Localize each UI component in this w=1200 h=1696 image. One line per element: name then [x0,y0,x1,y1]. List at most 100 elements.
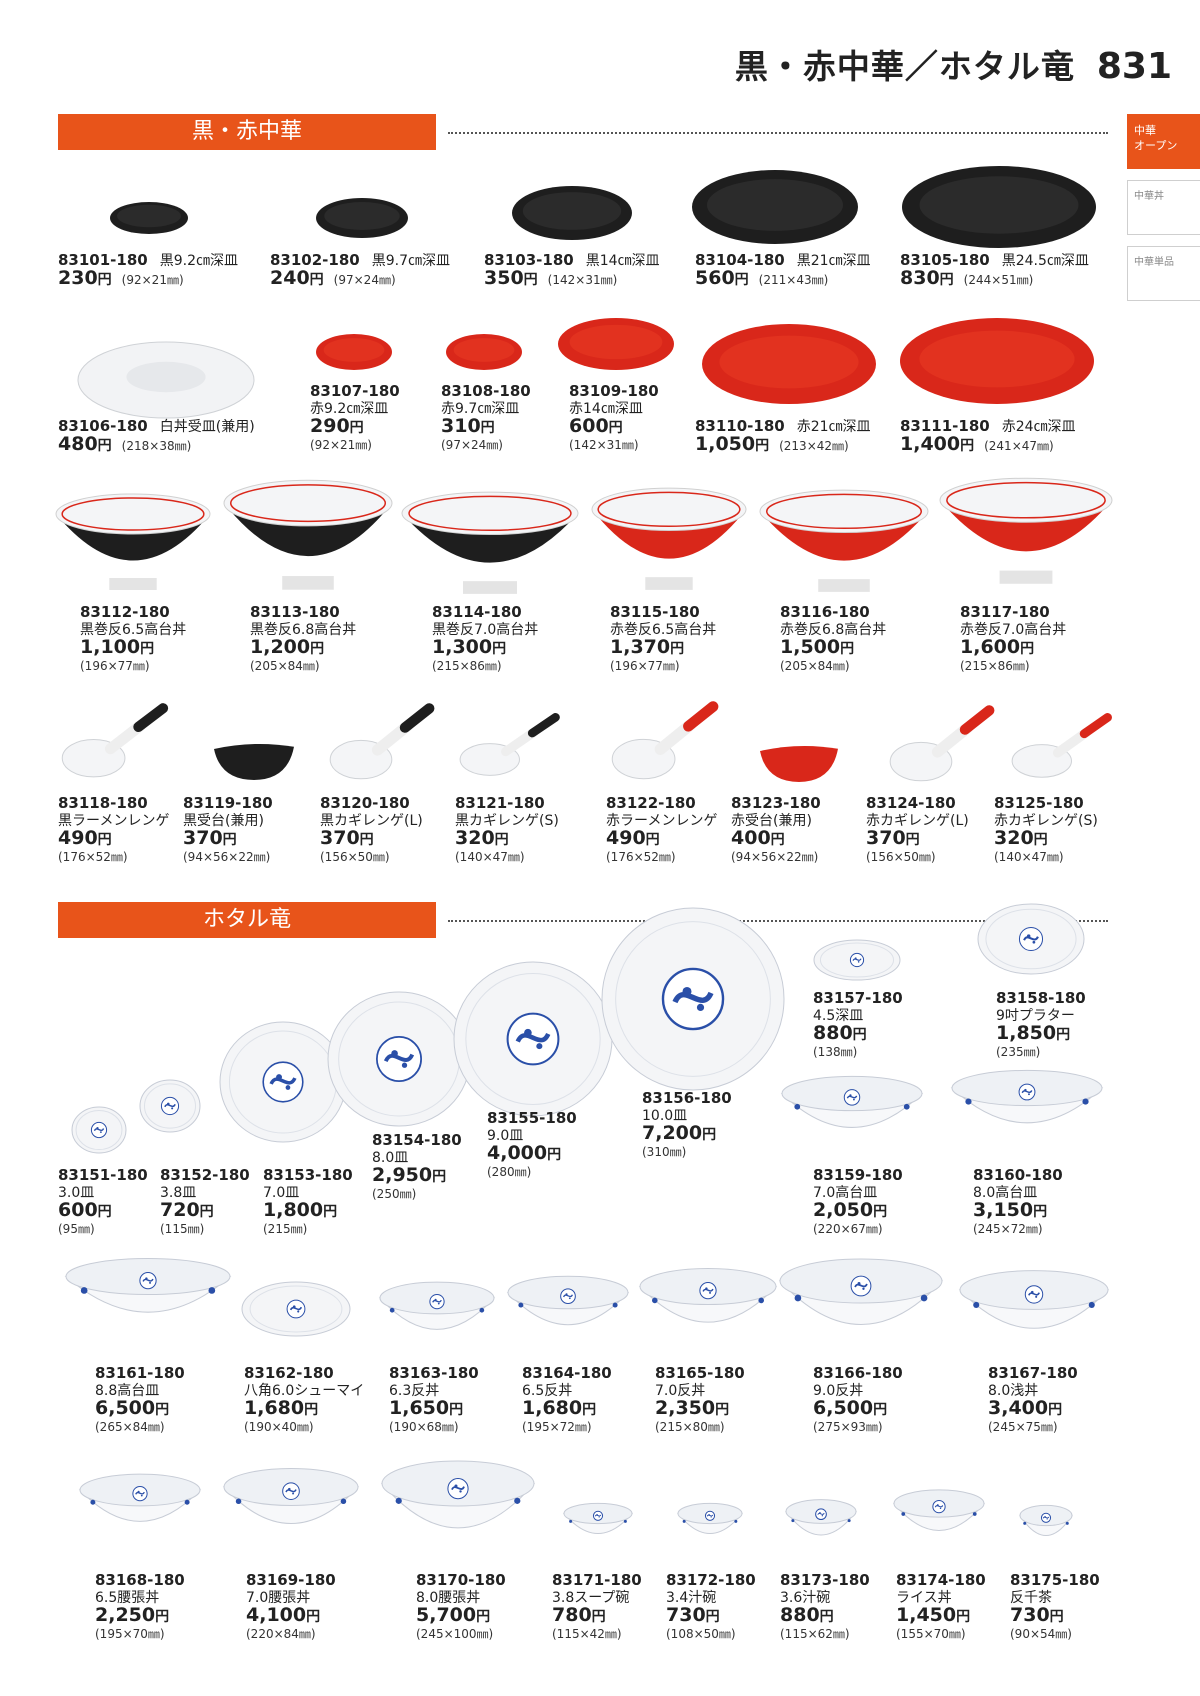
product-code: 83156-180 [642,1089,732,1107]
product-name: 7.0反丼 [655,1383,706,1399]
product-image [700,322,878,406]
product-info: 83121-180 黒カギレンゲ(S) 320円 (140×47㎜) [455,795,559,866]
product-code: 83117-180 [960,603,1050,621]
product-size: (115×62㎜) [780,1627,850,1641]
product-code: 83171-180 [552,1571,642,1589]
product-name: 黒カギレンゲ(L) [320,813,423,829]
product-code: 83124-180 [866,794,956,812]
product-price: 1,850 [996,1022,1057,1044]
product-price: 5,700 [416,1604,477,1626]
product-size: (244×51㎜) [963,273,1034,287]
product-image [638,1266,778,1348]
product-image [976,902,1086,976]
product-info: 83113-180 黒巻反6.8高台丼 1,200円 (205×84㎜) [250,604,356,675]
product-name: 赤カギレンゲ(L) [866,813,969,829]
product-price: 1,100 [80,636,141,658]
side-tab-chukadon[interactable]: 中華丼 [1127,180,1200,235]
side-tab-chuka-open[interactable]: 中華 オープン [1127,114,1200,169]
product-size: (275×93㎜) [813,1420,883,1434]
product-info: 83116-180 赤巻反6.8高台丼 1,500円 (205×84㎜) [780,604,886,675]
product-name: 赤9.7㎝深皿 [441,401,520,417]
product-info: 83162-180 八角6.0シューマイ 1,680円 (190×40㎜) [244,1365,364,1436]
product-code: 83115-180 [610,603,700,621]
product-size: (94×56×22㎜) [183,850,271,864]
currency-unit: 円 [480,420,495,436]
side-tab-chuka-single[interactable]: 中華単品 [1127,246,1200,301]
product-info: 83161-180 8.8高台皿 6,500円 (265×84㎜) [95,1365,185,1436]
product-code: 83152-180 [160,1166,250,1184]
product-code: 83110-180 [695,417,785,435]
product-info: 83170-180 8.0腰張丼 5,700円 (245×100㎜) [416,1572,506,1643]
currency-unit: 円 [222,832,237,848]
product-image [326,990,472,1128]
product-name: 赤巻反6.8高台丼 [780,622,887,638]
product-info: 83168-180 6.5腰張丼 2,250円 (195×70㎜) [95,1572,185,1643]
product-name: 7.0高台皿 [813,1185,878,1201]
product-size: (245×100㎜) [416,1627,494,1641]
currency-unit: 円 [309,272,324,288]
product-code: 83175-180 [1010,1571,1100,1589]
product-image [690,168,860,246]
product-image [610,700,722,782]
product-image [78,1472,202,1544]
product-image [510,184,634,242]
product-code: 83102-180 [270,251,360,269]
product-price: 720 [160,1199,200,1221]
product-code: 83125-180 [994,794,1084,812]
product-name: 黒9.2㎝深皿 [159,253,238,269]
product-name: 黒巻反7.0高台丼 [432,622,539,638]
product-image [314,332,394,372]
product-code: 83168-180 [95,1571,185,1589]
product-name: 3.4汁碗 [666,1590,717,1606]
product-image [676,1502,744,1548]
product-price: 1,500 [780,636,841,658]
product-code: 83122-180 [606,794,696,812]
product-image [888,704,998,784]
product-price: 600 [58,1199,98,1221]
product-image [222,478,394,592]
product-price: 1,370 [610,636,671,658]
product-code: 83106-180 [58,417,148,435]
product-size: (310㎜) [642,1145,687,1159]
product-image [784,1498,858,1552]
product-size: (142×31㎜) [547,273,618,287]
product-size: (280㎜) [487,1165,532,1179]
product-size: (196×77㎜) [80,659,150,673]
product-name: 8.8高台皿 [95,1383,160,1399]
product-price: 320 [994,827,1034,849]
product-size: (142×31㎜) [569,438,639,452]
product-code: 83161-180 [95,1364,185,1382]
currency-unit: 円 [523,272,538,288]
product-price: 600 [569,415,609,437]
product-code: 83159-180 [813,1166,903,1184]
product-code: 83109-180 [569,382,659,400]
product-name: 赤21㎝深皿 [796,419,871,435]
product-name: 赤カギレンゲ(S) [994,813,1098,829]
product-code: 83157-180 [813,989,903,1007]
product-price: 4,100 [246,1604,307,1626]
product-price: 2,950 [372,1164,433,1186]
product-price: 2,350 [655,1397,716,1419]
product-image [138,1078,202,1134]
product-image [950,1068,1104,1148]
product-name: 黒ラーメンレンゲ [58,813,170,829]
product-code: 83120-180 [320,794,410,812]
currency-unit: 円 [819,1609,834,1625]
page-number: 831 [1096,46,1172,87]
product-price: 1,400 [900,433,961,455]
page-header: 黒・赤中華／ホタル竜 831 [735,40,1172,90]
product-price: 400 [731,827,771,849]
product-image [590,486,748,592]
product-image [314,196,410,240]
product-price: 490 [58,827,98,849]
product-info: 83172-180 3.4汁碗 730円 (108×50㎜) [666,1572,756,1643]
product-price: 370 [320,827,360,849]
product-image [60,702,172,780]
product-info: 83108-180 赤9.7㎝深皿 310円 (97×24㎜) [441,383,531,454]
product-name: 8.0高台皿 [973,1185,1038,1201]
product-name: 黒巻反6.8高台丼 [250,622,357,638]
product-name: 黒受台(兼用) [183,813,264,829]
product-code: 83170-180 [416,1571,506,1589]
product-info: 83114-180 黒巻反7.0高台丼 1,300円 (215×86㎜) [432,604,538,675]
product-code: 83104-180 [695,251,785,269]
